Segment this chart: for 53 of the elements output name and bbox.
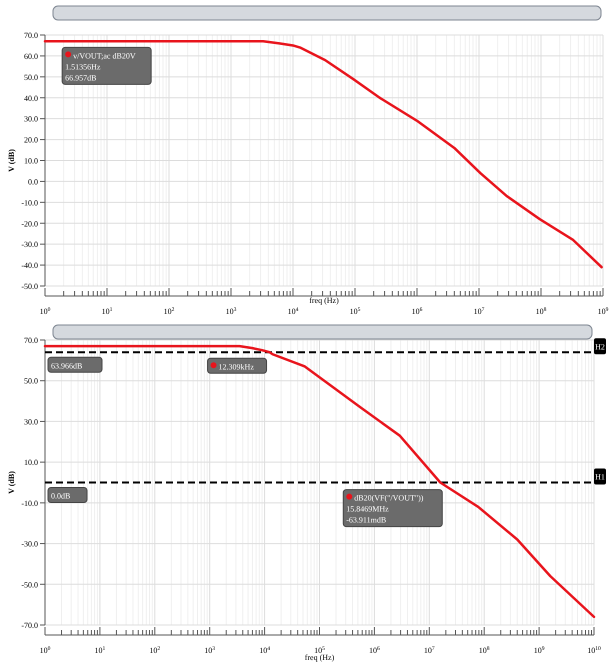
x-axis-title: freq (Hz) xyxy=(304,653,335,662)
y-tick-label: 10.0 xyxy=(24,156,38,166)
y-tick-label: -50.0 xyxy=(21,580,38,590)
y-tick-label: -50.0 xyxy=(21,282,38,291)
x-tick-label: 10$^{6}$ xyxy=(412,307,423,316)
x-tick-label: 10$^{10}$ xyxy=(587,646,601,655)
x-tick-label: 10$^{9}$ xyxy=(534,646,545,655)
y-tick-label: -20.0 xyxy=(21,219,38,228)
annotation: dB20(VF("/VOUT")) 15.8469MHz -63.911mdB xyxy=(346,494,424,525)
y-tick-label: 40.0 xyxy=(24,94,38,103)
x-tick-label: 10$^{5}$ xyxy=(314,646,326,655)
x-tick-label: 10$^{9}$ xyxy=(598,307,609,316)
x-tick-label: 10$^{1}$ xyxy=(94,646,106,655)
x-axis-title: freq (Hz) xyxy=(309,296,340,305)
x-tick-label: 10$^{0}$ xyxy=(40,646,51,655)
y-tick-label: -70.0 xyxy=(21,621,38,630)
x-tick-label: 10$^{8}$ xyxy=(536,307,547,316)
y-tick-label: 50.0 xyxy=(24,72,38,82)
y-tick-label: 30.0 xyxy=(24,417,38,426)
y-tick-label: 30.0 xyxy=(24,114,38,124)
y-tick-label: -10.0 xyxy=(21,198,38,208)
x-tick-label: 10$^{3}$ xyxy=(204,646,216,655)
annotation: 12.309kHz xyxy=(218,362,254,372)
x-tick-label: 10$^{6}$ xyxy=(369,646,380,655)
x-tick-label: 10$^{3}$ xyxy=(226,307,237,316)
y-tick-label: 10.0 xyxy=(24,458,38,468)
y-axis-title: V (dB) xyxy=(7,148,16,172)
y-tick-label: 50.0 xyxy=(24,376,38,386)
x-tick-label: 10$^{0}$ xyxy=(40,307,51,316)
x-tick-label: 10$^{7}$ xyxy=(424,646,435,655)
annotation: v/VOUT;ac dB20V 1.51356Hz 66.957dB xyxy=(65,51,136,82)
ref-line-label: H2 xyxy=(595,342,605,352)
y-tick-label: -10.0 xyxy=(21,498,38,508)
x-tick-label: 10$^{8}$ xyxy=(478,646,490,655)
x-tick-label: 10$^{2}$ xyxy=(149,646,160,655)
annotation: 63.966dB xyxy=(51,361,82,370)
y-tick-label: 70.0 xyxy=(24,31,38,40)
x-tick-label: 10$^{5}$ xyxy=(350,307,361,316)
y-tick-label: 70.0 xyxy=(24,336,38,345)
y-tick-label: -30.0 xyxy=(21,540,38,549)
x-tick-label: 10$^{1}$ xyxy=(102,307,113,316)
ref-line-label: H1 xyxy=(595,472,605,482)
y-tick-label: 0.0 xyxy=(28,177,38,186)
annotation: 0.0dB xyxy=(51,492,70,500)
y-tick-label: 20.0 xyxy=(24,136,38,145)
x-tick-label: 10$^{4}$ xyxy=(288,307,299,316)
y-axis-title: V (dB) xyxy=(7,470,16,494)
x-tick-label: 10$^{7}$ xyxy=(474,307,485,316)
x-tick-label: 10$^{4}$ xyxy=(259,646,270,655)
x-tick-label: 10$^{2}$ xyxy=(164,307,175,316)
y-tick-label: 60.0 xyxy=(24,52,38,61)
y-tick-label: -40.0 xyxy=(21,261,38,270)
y-tick-label: -30.0 xyxy=(21,240,38,250)
